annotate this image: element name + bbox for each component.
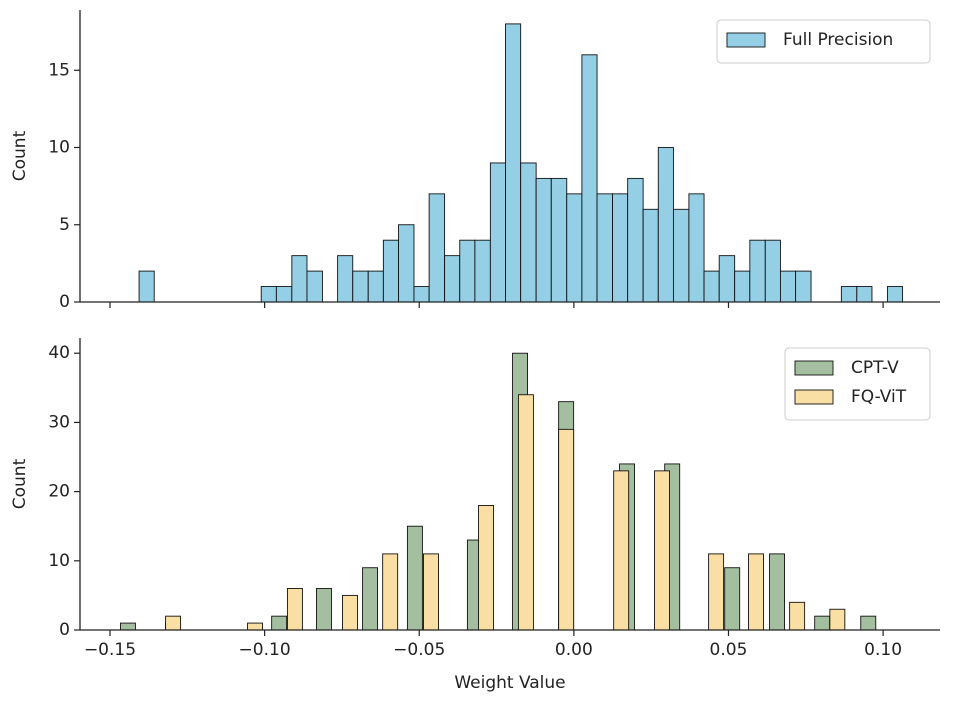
y-tick-label: 30 <box>48 412 70 432</box>
bar <box>316 588 332 631</box>
bar <box>382 239 399 303</box>
bar <box>769 553 785 631</box>
bar <box>596 193 613 303</box>
legend-label: Full Precision <box>783 30 893 50</box>
bar <box>566 193 583 303</box>
bar <box>413 286 430 303</box>
bar <box>612 193 629 303</box>
y-axis-label: Count <box>10 130 30 181</box>
bar <box>119 622 136 631</box>
legend-box <box>716 19 931 64</box>
bar <box>367 270 384 303</box>
bar <box>642 208 659 303</box>
bar <box>478 505 494 631</box>
bar <box>271 615 288 631</box>
bar <box>362 567 379 631</box>
bar <box>382 553 399 631</box>
bar <box>260 286 277 303</box>
bar <box>749 239 766 303</box>
bar <box>505 23 522 303</box>
bar <box>558 428 575 631</box>
x-tick-label: 0.00 <box>555 640 593 660</box>
bar <box>138 270 155 303</box>
bar <box>520 162 537 303</box>
bar <box>517 394 534 631</box>
bar <box>306 270 323 303</box>
y-axis-label: Count <box>10 458 30 509</box>
bar <box>581 54 598 303</box>
bar <box>734 270 751 303</box>
bar <box>708 553 725 631</box>
bar <box>165 615 182 631</box>
y-tick-label: 40 <box>48 343 70 363</box>
y-tick-label: 0 <box>59 292 70 312</box>
bar <box>840 286 858 303</box>
bar <box>342 594 358 631</box>
bar <box>247 622 263 631</box>
bar <box>406 525 423 631</box>
bar <box>657 147 674 303</box>
bar <box>764 239 781 303</box>
bar <box>428 193 446 303</box>
legend-label: CPT-V <box>851 358 899 378</box>
x-tick-label: −0.15 <box>84 640 136 660</box>
y-tick-label: 0 <box>59 620 70 640</box>
bar <box>627 177 644 303</box>
y-tick-label: 5 <box>59 215 70 235</box>
bar <box>459 239 476 303</box>
bar <box>688 193 705 303</box>
bar <box>654 470 670 631</box>
bar <box>423 553 439 631</box>
bar <box>703 270 720 303</box>
legend-swatch <box>794 389 834 405</box>
bar <box>337 255 354 303</box>
bar <box>474 239 491 303</box>
bar <box>789 601 806 631</box>
bar <box>444 255 461 303</box>
bar <box>550 177 568 303</box>
x-axis-label: Weight Value <box>454 673 565 693</box>
legend-label: FQ-ViT <box>851 387 907 407</box>
bar <box>779 270 797 303</box>
bar <box>613 470 630 631</box>
x-tick-label: −0.05 <box>393 640 445 660</box>
bar <box>352 270 369 303</box>
x-tick-label: 0.10 <box>864 640 902 660</box>
y-tick-label: 10 <box>48 138 70 158</box>
legend-swatch <box>726 32 766 48</box>
bar <box>856 286 873 303</box>
y-tick-label: 10 <box>48 551 70 571</box>
bar <box>672 208 690 303</box>
bar <box>724 567 741 631</box>
bar <box>860 615 877 631</box>
x-tick-label: 0.05 <box>710 640 748 660</box>
bar <box>718 255 736 303</box>
bar <box>886 286 904 303</box>
bar <box>535 177 552 303</box>
bar <box>829 608 846 631</box>
bar <box>489 162 506 303</box>
x-tick-label: −0.10 <box>239 640 291 660</box>
bar <box>275 286 293 303</box>
bar <box>291 255 308 303</box>
bar <box>286 588 303 631</box>
bar <box>814 615 831 631</box>
legend-swatch <box>794 360 834 376</box>
bar <box>795 270 812 303</box>
bar <box>398 224 415 303</box>
y-tick-label: 15 <box>48 60 70 80</box>
bar <box>748 553 764 631</box>
y-tick-label: 20 <box>48 482 70 502</box>
